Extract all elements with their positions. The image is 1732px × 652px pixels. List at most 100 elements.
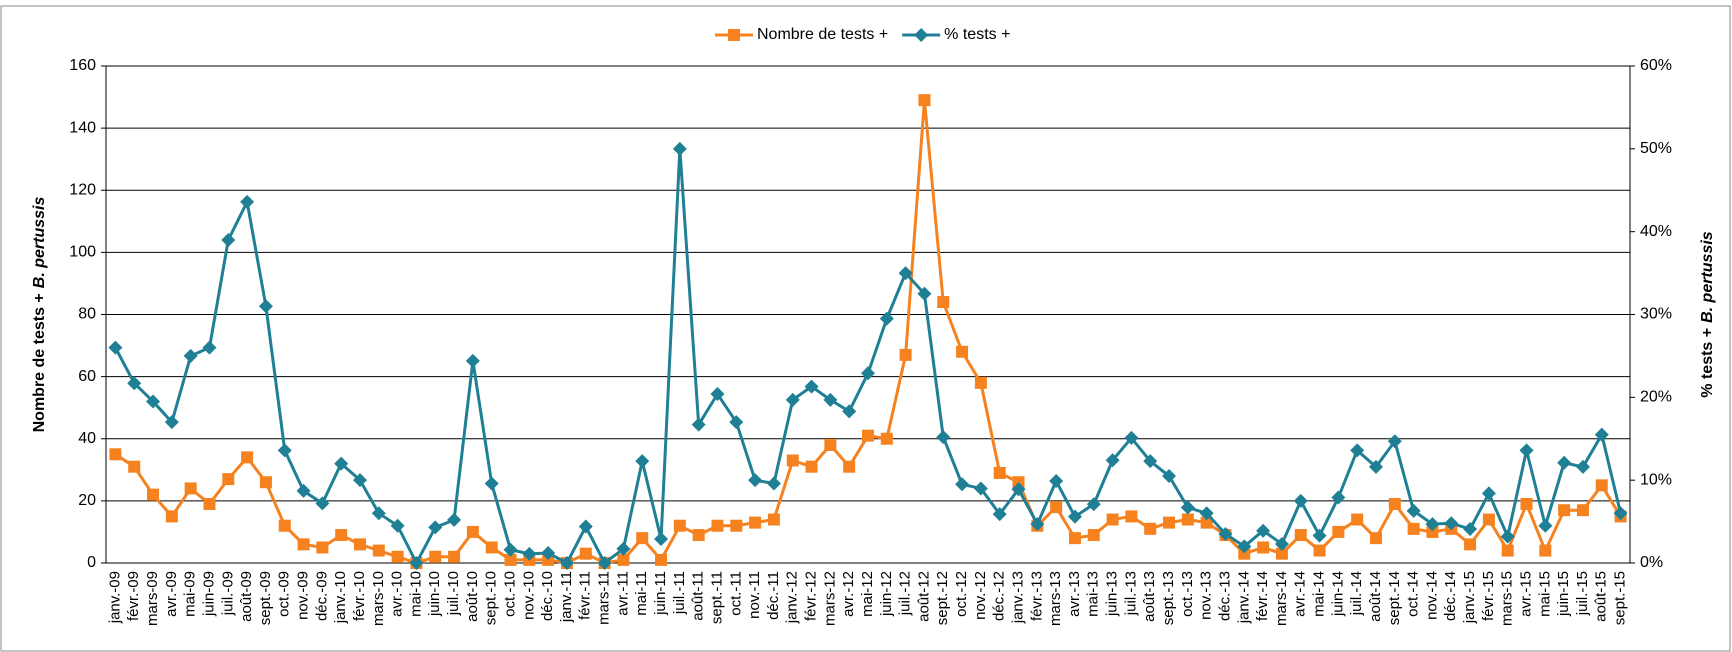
marker (241, 451, 254, 464)
marker (748, 473, 763, 488)
marker (296, 483, 311, 498)
x-tick-label: sept.-09 (257, 571, 274, 625)
marker (354, 538, 366, 551)
x-tick-label: avr.-10 (389, 571, 406, 617)
marker (277, 443, 292, 458)
x-tick-label: janv.-11 (558, 571, 575, 623)
frame (0, 5, 1731, 652)
marker (390, 518, 405, 533)
marker (259, 476, 272, 489)
marker (109, 448, 122, 461)
marker (993, 466, 1006, 479)
marker (522, 546, 537, 561)
marker (371, 506, 386, 521)
x-tick-label: mars-13 (1047, 571, 1064, 626)
x-tick-label: avr.-09 (163, 571, 180, 617)
marker (465, 353, 480, 368)
marker (164, 415, 179, 430)
marker (1199, 506, 1214, 521)
x-tick-label: juin-14 (1329, 571, 1346, 617)
x-tick-label: févr.-13 (1028, 571, 1045, 621)
marker (597, 556, 612, 570)
marker (202, 340, 217, 355)
x-tick-label: juin-11 (652, 571, 669, 616)
marker (334, 456, 349, 471)
marker (1388, 497, 1401, 510)
x-tick-label: nov.-13 (1198, 571, 1215, 620)
marker (1293, 493, 1308, 508)
x-tick-label: janv.-13 (1009, 571, 1026, 624)
marker (956, 345, 969, 358)
x-tick-label: févr.-12 (803, 571, 820, 621)
marker (1332, 525, 1345, 538)
marker (691, 417, 706, 432)
marker (1482, 513, 1495, 526)
marker (1595, 479, 1608, 492)
axis-label-italic: B. pertussis (1699, 231, 1716, 323)
marker (711, 519, 724, 532)
marker (1501, 544, 1514, 557)
x-tick-label: juil.-11 (671, 571, 688, 615)
marker (127, 376, 142, 391)
x-tick-label: mai-13 (1085, 571, 1102, 617)
marker (636, 532, 649, 545)
marker (918, 94, 931, 107)
x-tick-label: déc.-14 (1442, 571, 1459, 621)
x-tick-label: août-15 (1593, 571, 1610, 622)
marker (914, 28, 929, 42)
x-tick-label: avr.-11 (614, 571, 631, 616)
marker (1144, 522, 1157, 535)
x-tick-label: mars-11 (596, 571, 613, 625)
marker (1387, 434, 1402, 449)
marker (1012, 476, 1025, 489)
marker (578, 519, 593, 534)
x-tick-label: nov.-09 (295, 571, 312, 620)
x-tick-label: févr.-09 (125, 571, 142, 621)
marker (1105, 453, 1120, 468)
marker (504, 553, 517, 566)
x-tick-label: févr.-15 (1480, 571, 1497, 621)
marker (541, 546, 556, 561)
marker (1613, 506, 1628, 521)
marker (184, 482, 197, 495)
x-tick-label: avr.-13 (1066, 571, 1083, 617)
marker (391, 550, 404, 563)
marker (1125, 510, 1138, 523)
marker (823, 392, 838, 407)
marker (729, 415, 744, 430)
marker (315, 496, 330, 511)
marker (673, 519, 686, 532)
x-tick-label: janv.-15 (1461, 571, 1478, 624)
marker (1575, 459, 1590, 474)
x-tick-label: mai-10 (407, 571, 424, 617)
x-tick-label: août-09 (238, 571, 255, 622)
marker (805, 460, 818, 473)
marker (1557, 455, 1572, 470)
marker (1011, 482, 1026, 497)
marker (372, 544, 385, 557)
x-tick-label: févr.-11 (577, 571, 594, 620)
marker (879, 311, 894, 326)
marker (278, 519, 291, 532)
y-tick-label: 60 (78, 368, 96, 385)
marker (484, 476, 499, 491)
x-tick-label: mars-14 (1273, 571, 1290, 626)
marker (579, 547, 592, 560)
x-tick-label: avr.-12 (840, 571, 857, 617)
marker (448, 550, 461, 563)
marker (1313, 544, 1326, 557)
x-tick-label: sept.-15 (1612, 571, 1629, 625)
marker (258, 299, 273, 314)
marker (730, 519, 743, 532)
x-tick-label: nov.-12 (972, 571, 989, 620)
y2-tick-label: 20% (1640, 389, 1672, 406)
x-tick-label: déc.-09 (313, 571, 330, 621)
marker (1558, 504, 1571, 517)
x-tick-label: mai-14 (1311, 571, 1328, 617)
x-tick-label: mars-12 (821, 571, 838, 626)
y2-tick-label: 0% (1640, 554, 1663, 571)
marker (728, 29, 740, 41)
x-tick-label: oct.-10 (501, 571, 518, 617)
x-tick-label: janv.-09 (106, 571, 123, 624)
x-tick-label: juin-12 (878, 571, 895, 617)
